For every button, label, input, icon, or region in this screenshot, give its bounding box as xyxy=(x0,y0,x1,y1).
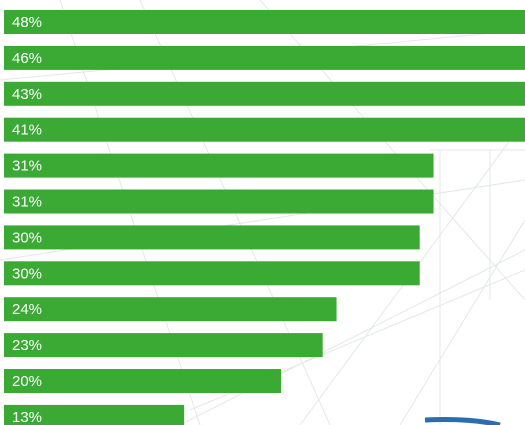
bar xyxy=(4,45,525,70)
bar xyxy=(4,117,525,142)
bar xyxy=(4,404,185,425)
value-label: 48% xyxy=(12,14,42,31)
bar xyxy=(4,81,525,106)
bar xyxy=(4,333,323,358)
bar xyxy=(4,297,337,322)
bar xyxy=(4,261,420,286)
bar xyxy=(4,189,434,214)
value-label: 31% xyxy=(12,193,42,210)
value-label: 41% xyxy=(12,122,42,139)
value-label: 13% xyxy=(12,409,42,425)
bar xyxy=(4,225,420,250)
bar xyxy=(4,10,525,34)
value-label: 30% xyxy=(12,265,42,282)
value-label: 23% xyxy=(12,337,42,354)
bar xyxy=(4,369,282,393)
value-label: 46% xyxy=(12,50,42,67)
bar xyxy=(4,153,434,178)
value-label: 24% xyxy=(12,301,42,318)
value-label: 43% xyxy=(12,86,42,103)
value-label: 30% xyxy=(12,229,42,246)
value-label: 31% xyxy=(12,158,42,175)
value-label: 20% xyxy=(12,373,42,390)
